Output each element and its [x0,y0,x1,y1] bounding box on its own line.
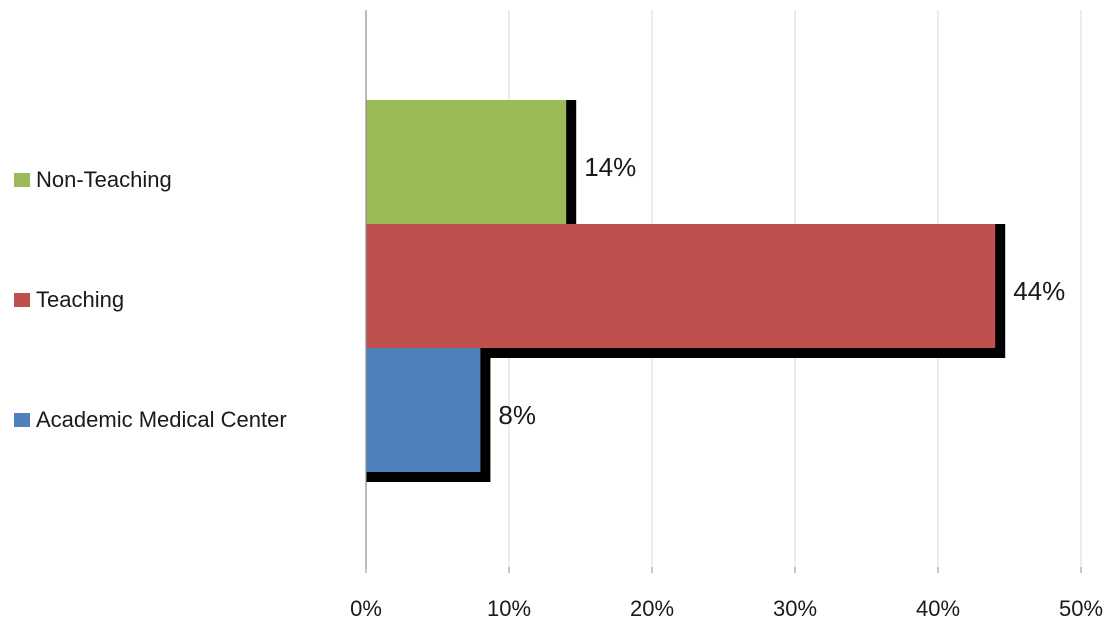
data-label-1: 44% [1013,276,1065,306]
legend-item-teaching: Teaching [14,285,124,315]
data-labels: 14% 44% 8% [498,152,1065,430]
legend-item-academic-medical-center: Academic Medical Center [14,405,287,435]
data-label-2: 8% [498,400,536,430]
x-axis: 0% 10% 20% 30% 40% 50% [350,10,1103,621]
bar-0 [366,100,567,224]
bars [366,100,996,472]
legend-label-non-teaching: Non-Teaching [36,167,172,192]
x-tick-label-5: 50% [1059,596,1103,621]
x-tick-label-4: 40% [916,596,960,621]
legend-label-academic-medical-center: Academic Medical Center [36,407,287,432]
legend-swatch-non-teaching [14,173,30,187]
chart-legend: Non-Teaching Teaching Academic Medical C… [14,165,344,445]
x-tick-label-2: 20% [630,596,674,621]
x-tick-label-1: 10% [487,596,531,621]
x-tick-label-3: 30% [773,596,817,621]
legend-swatch-academic-medical-center [14,413,30,427]
data-label-0: 14% [584,152,636,182]
x-tick-label-0: 0% [350,596,382,621]
bar-1 [366,224,996,348]
legend-label-teaching: Teaching [36,287,125,312]
legend-swatch-teaching [14,293,30,307]
legend-item-non-teaching: Non-Teaching [14,165,172,195]
bar-2 [366,348,481,472]
